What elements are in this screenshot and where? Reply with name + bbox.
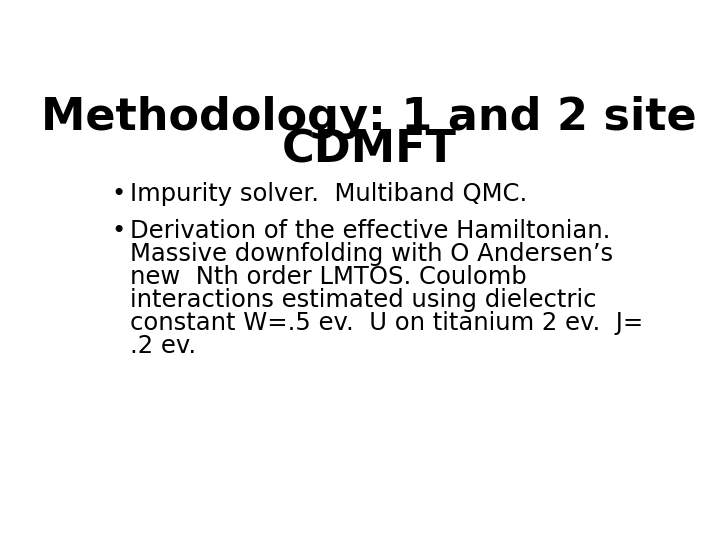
Text: Massive downfolding with O Andersen’s: Massive downfolding with O Andersen’s [130, 242, 613, 266]
Text: •: • [112, 182, 126, 206]
Text: constant W=.5 ev.  U on titanium 2 ev.  J=: constant W=.5 ev. U on titanium 2 ev. J= [130, 311, 644, 335]
Text: new  Nth order LMTOS. Coulomb: new Nth order LMTOS. Coulomb [130, 265, 527, 289]
Text: .2 ev.: .2 ev. [130, 334, 197, 359]
Text: Methodology: 1 and 2 site: Methodology: 1 and 2 site [41, 96, 697, 139]
Text: interactions estimated using dielectric: interactions estimated using dielectric [130, 288, 597, 312]
Text: Impurity solver.  Multiband QMC.: Impurity solver. Multiband QMC. [130, 182, 528, 206]
Text: Derivation of the effective Hamiltonian.: Derivation of the effective Hamiltonian. [130, 219, 611, 243]
Text: •: • [112, 219, 126, 243]
Text: CDMFT: CDMFT [282, 129, 456, 172]
